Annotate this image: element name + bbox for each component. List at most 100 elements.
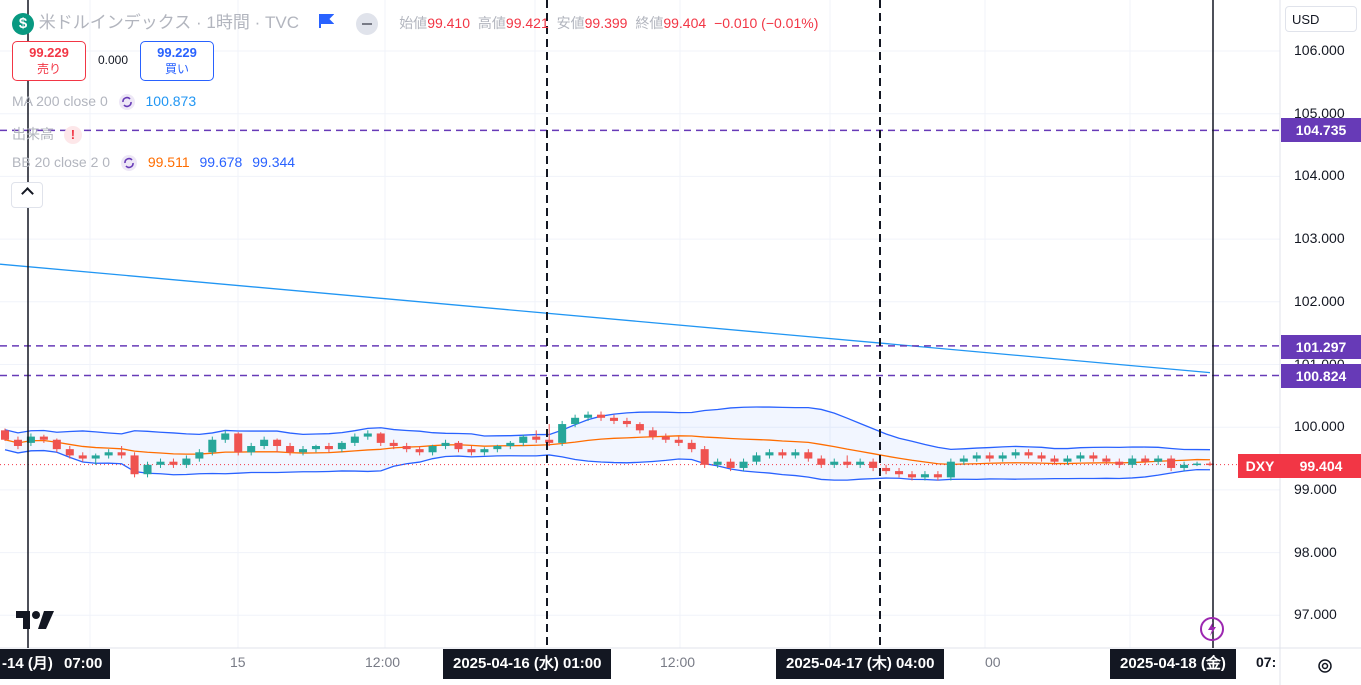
candle-body bbox=[156, 461, 165, 465]
candle-body bbox=[454, 442, 463, 450]
sell-price: 99.229 bbox=[29, 45, 69, 60]
candle-body bbox=[130, 455, 139, 475]
candle-body bbox=[700, 449, 709, 465]
tradingview-logo[interactable] bbox=[16, 608, 56, 635]
candle-body bbox=[869, 461, 878, 468]
time-label-00: 00 bbox=[985, 654, 1001, 670]
candle-body bbox=[571, 417, 580, 425]
volume-label: 出来高 bbox=[12, 126, 54, 142]
candle-body bbox=[117, 452, 126, 456]
sell-button[interactable]: 99.229 売り bbox=[12, 41, 86, 81]
candle-body bbox=[337, 442, 346, 450]
candle-body bbox=[1154, 458, 1163, 462]
symbol-header: $ 米ドルインデックス · 1時間 · TVC 始値99.410 高値99.42… bbox=[12, 8, 819, 35]
candle-body bbox=[208, 439, 217, 453]
candle-body bbox=[597, 414, 606, 418]
ma200-line bbox=[0, 263, 1211, 374]
spread-value: 0.000 bbox=[98, 53, 129, 67]
bb-legend[interactable]: BB 20 close 2 0 99.511 99.678 99.344 bbox=[12, 154, 295, 172]
lightning-icon[interactable] bbox=[1200, 617, 1224, 641]
dxy-symbol-tag: DXY bbox=[1238, 454, 1282, 478]
candle-body bbox=[1205, 463, 1215, 466]
candle-body bbox=[493, 446, 502, 450]
candle-body bbox=[622, 420, 631, 425]
refresh-icon[interactable] bbox=[118, 93, 136, 111]
ma-legend[interactable]: MA 200 close 0 100.873 bbox=[12, 93, 196, 111]
candle-body bbox=[933, 474, 942, 478]
candle-body bbox=[558, 424, 567, 443]
candle-body bbox=[713, 461, 722, 465]
candle-body bbox=[1063, 458, 1072, 462]
candle-body bbox=[1050, 458, 1059, 462]
candle-body bbox=[0, 430, 10, 440]
candle-body bbox=[1141, 458, 1150, 462]
interval-label[interactable]: 1時間 bbox=[206, 13, 250, 32]
candle-body bbox=[843, 461, 852, 465]
warning-icon[interactable]: ! bbox=[63, 126, 82, 145]
ma-value: 100.873 bbox=[145, 93, 197, 109]
candle-body bbox=[726, 461, 735, 468]
change-value: −0.010 (−0.01%) bbox=[714, 15, 819, 31]
high-value: 99.421 bbox=[505, 15, 549, 31]
flag-icon[interactable] bbox=[318, 13, 335, 34]
candle-body bbox=[739, 461, 748, 468]
candle-body bbox=[1128, 458, 1137, 465]
candle-body bbox=[78, 455, 87, 459]
candle-body bbox=[506, 442, 515, 447]
candle-body bbox=[778, 452, 787, 456]
candle-body bbox=[998, 455, 1007, 459]
candle-body bbox=[1115, 461, 1124, 465]
currency-select[interactable]: USD bbox=[1285, 6, 1357, 32]
price-axis-label: 100.000 bbox=[1294, 418, 1345, 435]
candle-body bbox=[467, 449, 476, 453]
candle-body bbox=[882, 467, 891, 472]
candle-body bbox=[856, 461, 865, 465]
candle-body bbox=[182, 458, 191, 465]
refresh-icon[interactable] bbox=[120, 154, 138, 172]
candle-body bbox=[985, 455, 994, 459]
candle-body bbox=[830, 461, 839, 465]
buy-label: 買い bbox=[164, 62, 189, 76]
hline-tag-3: 100.824 bbox=[1281, 364, 1361, 388]
candle-body bbox=[169, 461, 178, 465]
close-label: 終値 bbox=[635, 15, 664, 31]
candle-body bbox=[324, 446, 333, 450]
candle-body bbox=[1089, 455, 1098, 459]
hline-tag-1: 104.735 bbox=[1281, 118, 1361, 142]
open-label: 始値 bbox=[399, 15, 428, 31]
hide-legend-icon[interactable] bbox=[356, 12, 379, 35]
volume-legend[interactable]: 出来高 ! bbox=[12, 124, 82, 145]
buy-button[interactable]: 99.229 買い bbox=[140, 41, 214, 81]
candle-body bbox=[1193, 463, 1202, 466]
bb-lower-value: 99.344 bbox=[252, 154, 296, 170]
price-axis-label: 102.000 bbox=[1294, 292, 1345, 309]
candle-body bbox=[1102, 458, 1111, 462]
candle-body bbox=[234, 433, 243, 453]
candle-body bbox=[959, 458, 968, 462]
candle-body bbox=[26, 436, 35, 443]
candle-body bbox=[376, 433, 385, 443]
candle-body bbox=[635, 424, 644, 431]
candle-body bbox=[143, 464, 152, 475]
price-axis-label: 97.000 bbox=[1294, 606, 1337, 623]
price-axis-label: 104.000 bbox=[1294, 167, 1345, 184]
candle-body bbox=[1167, 458, 1176, 468]
settings-gear-icon[interactable] bbox=[1316, 657, 1334, 680]
bb-label: BB 20 close 2 0 bbox=[12, 154, 111, 170]
time-label-0700: 07:00 bbox=[56, 649, 111, 679]
bb-upper-value: 99.678 bbox=[199, 154, 243, 170]
symbol-title[interactable]: 米ドルインデックス bbox=[38, 13, 192, 32]
candle-body bbox=[428, 446, 437, 453]
dollar-icon: $ bbox=[12, 12, 34, 35]
candle-body bbox=[104, 452, 113, 456]
bb-basis-value: 99.511 bbox=[147, 154, 190, 170]
open-value: 99.410 bbox=[427, 15, 471, 31]
collapse-legend-button[interactable] bbox=[11, 182, 43, 208]
price-axis-label: 98.000 bbox=[1294, 543, 1337, 560]
candle-body bbox=[1037, 455, 1046, 459]
bb-fill bbox=[5, 407, 1210, 481]
price-axis-label: 106.000 bbox=[1294, 42, 1345, 58]
candle-body bbox=[920, 474, 929, 478]
bb-upper-line bbox=[4, 406, 1211, 451]
